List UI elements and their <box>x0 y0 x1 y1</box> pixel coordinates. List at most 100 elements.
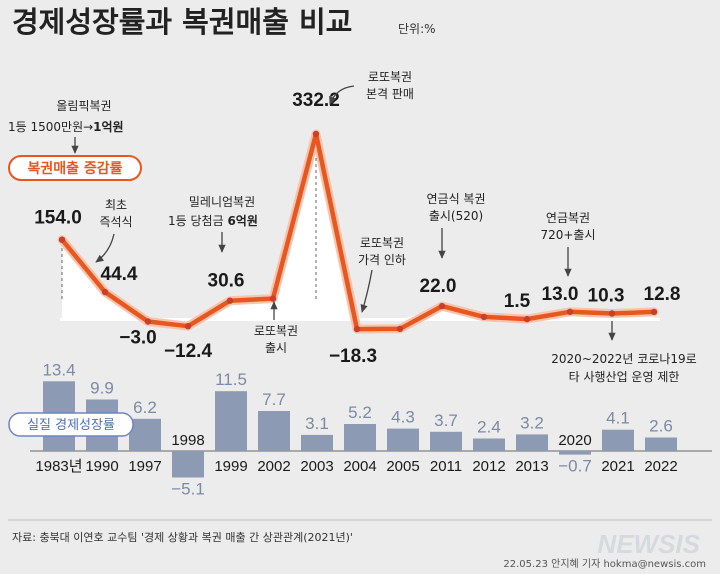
ann-lotto-full-1: 로또복권 <box>368 70 412 84</box>
category-label-8: 2005 <box>386 458 419 475</box>
category-label-11: 2013 <box>515 458 548 475</box>
line-point-9 <box>438 302 446 310</box>
gdp-value-label-11: 3.2 <box>520 413 544 432</box>
ann-olympic-2: 1등 1500만원→1억원 <box>8 120 124 134</box>
gdp-value-label-7: 5.2 <box>348 403 372 422</box>
category-label-3: 1998 <box>171 432 204 449</box>
ann-millennium-2a: 1등 당첨금 <box>168 214 227 228</box>
line-value-label-12: 13.0 <box>542 284 579 305</box>
ann-price-cut-arrow <box>360 269 373 313</box>
gdp-value-label-5: 7.7 <box>262 390 286 409</box>
gdp-bar-6 <box>301 434 333 451</box>
gdp-value-label-10: 2.4 <box>477 418 501 437</box>
gdp-value-label-12: −0.7 <box>558 457 592 476</box>
ann-pension520-2: 출시(520) <box>429 209 483 223</box>
line-point-4 <box>226 297 234 304</box>
line-value-label-1: 44.4 <box>101 264 138 285</box>
ann-lotto-full-2: 본격 판매 <box>366 87 414 101</box>
gdp-value-label-2: 6.2 <box>133 398 157 417</box>
category-labels: 1983년 1990 1997 1998 1999 2002 2003 2004 2005 201… <box>35 432 677 475</box>
gdp-value-label-0: 13.4 <box>42 360 75 379</box>
line-point-5 <box>269 295 277 302</box>
line-value-label-7: −18.3 <box>329 346 377 367</box>
gdp-bar-8 <box>387 428 419 451</box>
line-value-label-6: 332.2 <box>292 90 340 111</box>
gdp-bar-11 <box>516 434 548 451</box>
category-label-4: 1999 <box>214 458 247 475</box>
ann-price-cut-2: 가격 인하 <box>358 253 406 267</box>
lottery-value-labels: 154.0 44.4 −3.0 −12.4 30.6 332.2 −18.3 22.0 1.5 1… <box>34 90 680 367</box>
category-label-12: 2020 <box>558 432 591 449</box>
gdp-legend-pill <box>8 412 134 437</box>
line-value-label-9: 22.0 <box>420 276 457 297</box>
line-value-label-3: −12.4 <box>164 341 213 362</box>
gdp-bar-2 <box>129 418 161 451</box>
ann-millennium-2b: 6억원 <box>227 214 257 228</box>
lottery-dots <box>58 130 658 333</box>
ann-instant-2: 즉석식 <box>99 215 132 229</box>
newsis-watermark: NEWSIS <box>597 529 700 559</box>
ann-pension720-1: 연금복권 <box>546 211 590 225</box>
line-point-11 <box>523 315 531 323</box>
unit-label: 단위:% <box>398 22 436 36</box>
line-point-2 <box>144 318 152 325</box>
gdp-value-label-4: 11.5 <box>215 370 247 389</box>
gdp-bar-5 <box>258 411 290 451</box>
category-label-5: 2002 <box>257 458 290 475</box>
ann-lotto-full-arrow <box>329 85 355 105</box>
category-label-6: 2003 <box>300 458 333 475</box>
line-point-10 <box>480 313 488 321</box>
category-label-13: 2021 <box>601 458 634 475</box>
gdp-value-label-13: 4.1 <box>606 409 630 428</box>
ann-instant-arrow <box>95 233 115 263</box>
line-value-label-11: 1.5 <box>504 291 531 312</box>
line-point-7 <box>353 325 361 333</box>
gdp-value-label-9: 3.7 <box>434 411 458 430</box>
category-label-10: 2012 <box>472 458 505 475</box>
line-point-8 <box>396 325 404 332</box>
ann-pension520-1: 연금식 복권 <box>426 192 485 206</box>
source-text: 자료: 충북대 이연호 교수팀 '경제 상황과 복권 매출 간 상관관계(202… <box>12 531 353 544</box>
gdp-bar-12 <box>559 451 591 455</box>
line-point-14 <box>650 308 658 316</box>
category-label-7: 2004 <box>343 458 376 475</box>
gdp-value-label-6: 3.1 <box>305 414 329 433</box>
gdp-bar-9 <box>430 431 462 451</box>
line-point-6 <box>312 130 320 138</box>
gdp-bar-10 <box>473 438 505 451</box>
gdp-bar-13 <box>602 429 634 451</box>
ann-corona-1: 2020~2022년 코로나19로 <box>551 352 696 366</box>
line-value-label-13: 10.3 <box>588 286 625 307</box>
gdp-legend-label: 실질 경제성장률 <box>27 418 115 433</box>
ann-lotto-launch-2: 출시 <box>265 341 287 355</box>
category-label-2: 1997 <box>128 458 161 475</box>
line-point-12 <box>566 308 574 315</box>
ann-instant-1: 최초 <box>105 198 127 212</box>
line-point-13 <box>608 310 616 317</box>
gdp-value-labels: 13.4 9.9 6.2 −5.1 11.5 7.7 3.1 5.2 4.3 3.7 2.4 3.2 −… <box>42 360 672 498</box>
line-value-label-4: 30.6 <box>208 271 245 292</box>
gdp-value-label-8: 4.3 <box>391 408 415 427</box>
line-point-0 <box>58 236 66 243</box>
lottery-legend-label: 복권매출 증감률 <box>27 160 122 177</box>
line-value-label-14: 12.8 <box>644 284 681 305</box>
category-label-9: 2011 <box>430 458 462 475</box>
gdp-value-label-14: 2.6 <box>649 417 673 436</box>
line-zero-band <box>60 318 660 321</box>
category-label-1: 1990 <box>85 458 118 475</box>
gdp-bar-4 <box>215 391 247 451</box>
ann-olympic-1: 올림픽복권 <box>56 99 111 113</box>
ann-olympic-2b: 1억원 <box>93 120 123 134</box>
ann-corona-2: 타 사행산업 운영 제한 <box>569 369 680 384</box>
category-label-14: 2022 <box>644 458 677 475</box>
ann-price-cut-1: 로또복권 <box>360 236 404 250</box>
line-point-1 <box>101 288 109 296</box>
lottery-legend-pill <box>8 155 142 181</box>
line-point-3 <box>184 323 192 330</box>
ann-olympic-2a: 1등 1500만원→ <box>8 120 93 134</box>
gdp-bar-14 <box>645 437 677 451</box>
gdp-value-label-3: −5.1 <box>171 480 205 499</box>
ann-pension720-2: 720+출시 <box>540 228 595 242</box>
